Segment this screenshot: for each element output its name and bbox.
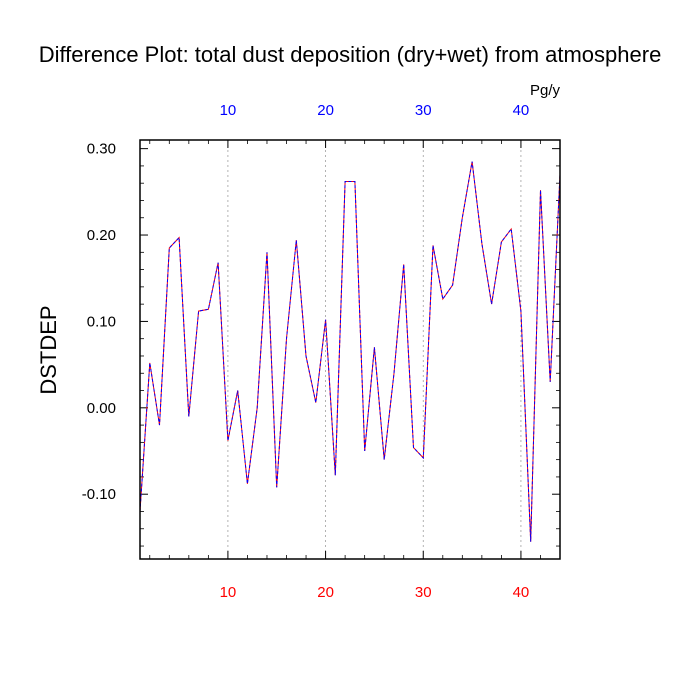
y-tick-label: 0.20 — [87, 227, 116, 244]
x-tick-label-bottom: 10 — [220, 584, 237, 601]
y-tick-label: -0.10 — [82, 486, 116, 503]
x-tick-label-top: 40 — [513, 102, 530, 119]
x-tick-label-top: 20 — [317, 102, 334, 119]
series-line-red — [139, 161, 561, 542]
tick-labels: 10 10 20 20 30 30 40 40 -0.10 0.00 0.10 0.20 0.30 — [82, 102, 529, 601]
plot-frame — [139, 139, 561, 560]
x-tick-label-top: 10 — [220, 102, 237, 119]
chart-title: Difference Plot: total dust deposition (… — [39, 42, 662, 67]
y-tick-label: 0.00 — [87, 400, 116, 417]
y-tick-label: 0.30 — [87, 141, 116, 158]
units-label: Pg/y — [530, 82, 561, 99]
y-tick-label: 0.10 — [87, 313, 116, 330]
series-lines — [139, 161, 561, 542]
x-tick-label-bottom: 40 — [513, 584, 530, 601]
y-axis-label: DSTDEP — [36, 305, 61, 394]
x-tick-label-top: 30 — [415, 102, 432, 119]
x-tick-label-bottom: 20 — [317, 584, 334, 601]
series-line-blue-dashed — [139, 161, 561, 542]
x-tick-label-bottom: 30 — [415, 584, 432, 601]
axis-ticks — [140, 140, 561, 559]
